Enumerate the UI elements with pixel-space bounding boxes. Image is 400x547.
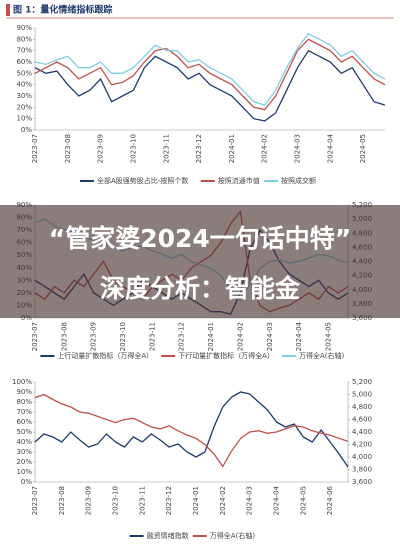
y-tick-label: 0% xyxy=(21,478,32,486)
x-tick-label: 2023-11 xyxy=(162,134,170,163)
x-tick-label: 2024-04 xyxy=(295,321,303,351)
x-tick-label: 2024-01 xyxy=(192,486,200,515)
y-tick-label: 10% xyxy=(16,115,32,123)
y-tick-label: 50% xyxy=(16,428,32,436)
x-tick-label: 2023-10 xyxy=(129,134,137,163)
x-tick-label: 2024-05 xyxy=(324,322,332,351)
x-tick-label: 2024-03 xyxy=(294,134,302,163)
x-tick-label: 2023-08 xyxy=(64,134,72,163)
legend-label: 下行动量扩散指标（万得全A） xyxy=(178,351,274,360)
x-tick-label: 2023-08 xyxy=(60,322,68,351)
y-tick-label: 20% xyxy=(16,458,32,466)
x-tick-label: 2023-07 xyxy=(31,134,39,163)
x-tick-label: 2024-02 xyxy=(261,134,269,163)
y-tick-label: 60% xyxy=(16,418,32,426)
x-tick-label: 2023-09 xyxy=(90,322,98,351)
x-tick-label: 2023-11 xyxy=(148,322,156,351)
legend-label: 融资情绪指数 xyxy=(147,531,189,540)
banner: “管家婆2024一句话中特” 深度分析：智能金 xyxy=(0,205,400,318)
y2-tick-label: 4,600 xyxy=(352,416,372,424)
banner-line: “管家婆2024一句话中特” xyxy=(49,224,351,253)
y-tick-label: 40% xyxy=(16,81,32,89)
x-tick-label: 2024-03 xyxy=(246,486,254,515)
y-tick-label: 20% xyxy=(16,103,32,111)
y-tick-label: 30% xyxy=(16,448,32,456)
y-tick-label: 10% xyxy=(16,468,32,476)
series-line xyxy=(34,49,386,122)
y-tick-label: 70% xyxy=(16,47,32,55)
x-tick-label: 2023-07 xyxy=(31,322,39,351)
y-tick-label: 80% xyxy=(16,35,32,43)
x-tick-label: 2024-06 xyxy=(326,485,334,515)
x-tick-label: 2023-12 xyxy=(195,134,203,163)
y-tick-label: 0% xyxy=(21,126,32,134)
x-tick-label: 2023-08 xyxy=(58,486,66,515)
x-tick-label: 2024-02 xyxy=(236,322,244,351)
series-line xyxy=(34,393,349,468)
y-tick-label: 100% xyxy=(12,378,32,386)
y-tick-label: 40% xyxy=(16,438,32,446)
x-tick-label: 2023-07 xyxy=(31,486,39,515)
series-line xyxy=(34,32,386,106)
legend-label: 上行动量扩散指标（万得全A） xyxy=(57,351,153,360)
y2-tick-label: 4,200 xyxy=(352,441,372,449)
y2-tick-label: 3,600 xyxy=(352,478,372,486)
x-tick-label: 2024-04 xyxy=(326,133,334,163)
x-tick-label: 2023-10 xyxy=(119,322,127,351)
x-tick-label: 2023-11 xyxy=(138,486,146,515)
y-tick-label: 90% xyxy=(16,388,32,396)
title-marker xyxy=(6,4,10,16)
banner-background xyxy=(0,205,400,318)
x-tick-label: 2024-05 xyxy=(299,486,307,515)
x-tick-label: 2024-03 xyxy=(266,322,274,351)
y-tick-label: 70% xyxy=(16,408,32,416)
y-tick-label: 60% xyxy=(16,58,32,66)
x-tick-label: 2023-09 xyxy=(85,486,93,515)
x-tick-label: 2024-01 xyxy=(207,322,215,351)
legend-label: 万得全A(右轴) xyxy=(299,351,345,360)
x-tick-label: 2024-01 xyxy=(228,134,236,163)
y2-tick-label: 5,200 xyxy=(352,378,372,386)
legend-label: 按照流通市值 xyxy=(218,176,260,185)
y-tick-label: 90% xyxy=(16,24,32,32)
legend-label: 万得全A(右轴) xyxy=(210,531,256,540)
y2-tick-label: 4,000 xyxy=(352,453,372,461)
series-line xyxy=(34,38,386,111)
y2-tick-label: 3,800 xyxy=(352,466,372,474)
banner-line: 深度分析：智能金 xyxy=(100,274,301,303)
x-tick-label: 2023-12 xyxy=(165,486,173,515)
x-tick-label: 2023-10 xyxy=(111,486,119,515)
y-tick-label: 80% xyxy=(16,398,32,406)
x-tick-label: 2024-05 xyxy=(359,134,367,163)
y-tick-label: 30% xyxy=(16,92,32,100)
x-tick-label: 2024-02 xyxy=(219,486,227,515)
legend-label: 按照成交额 xyxy=(281,176,316,185)
y2-tick-label: 5,000 xyxy=(352,391,372,399)
y2-tick-label: 4,800 xyxy=(352,403,372,411)
legend-label: 全部A股强势股占比-按照个数 xyxy=(97,176,188,185)
y2-tick-label: 4,400 xyxy=(352,428,372,436)
figure-title: 图 1：量化情绪指标跟踪 xyxy=(13,4,112,16)
y-tick-label: 50% xyxy=(16,69,32,77)
x-tick-label: 2023-09 xyxy=(97,134,105,163)
x-tick-label: 2024-04 xyxy=(272,485,280,515)
x-tick-label: 2023-12 xyxy=(178,322,186,351)
